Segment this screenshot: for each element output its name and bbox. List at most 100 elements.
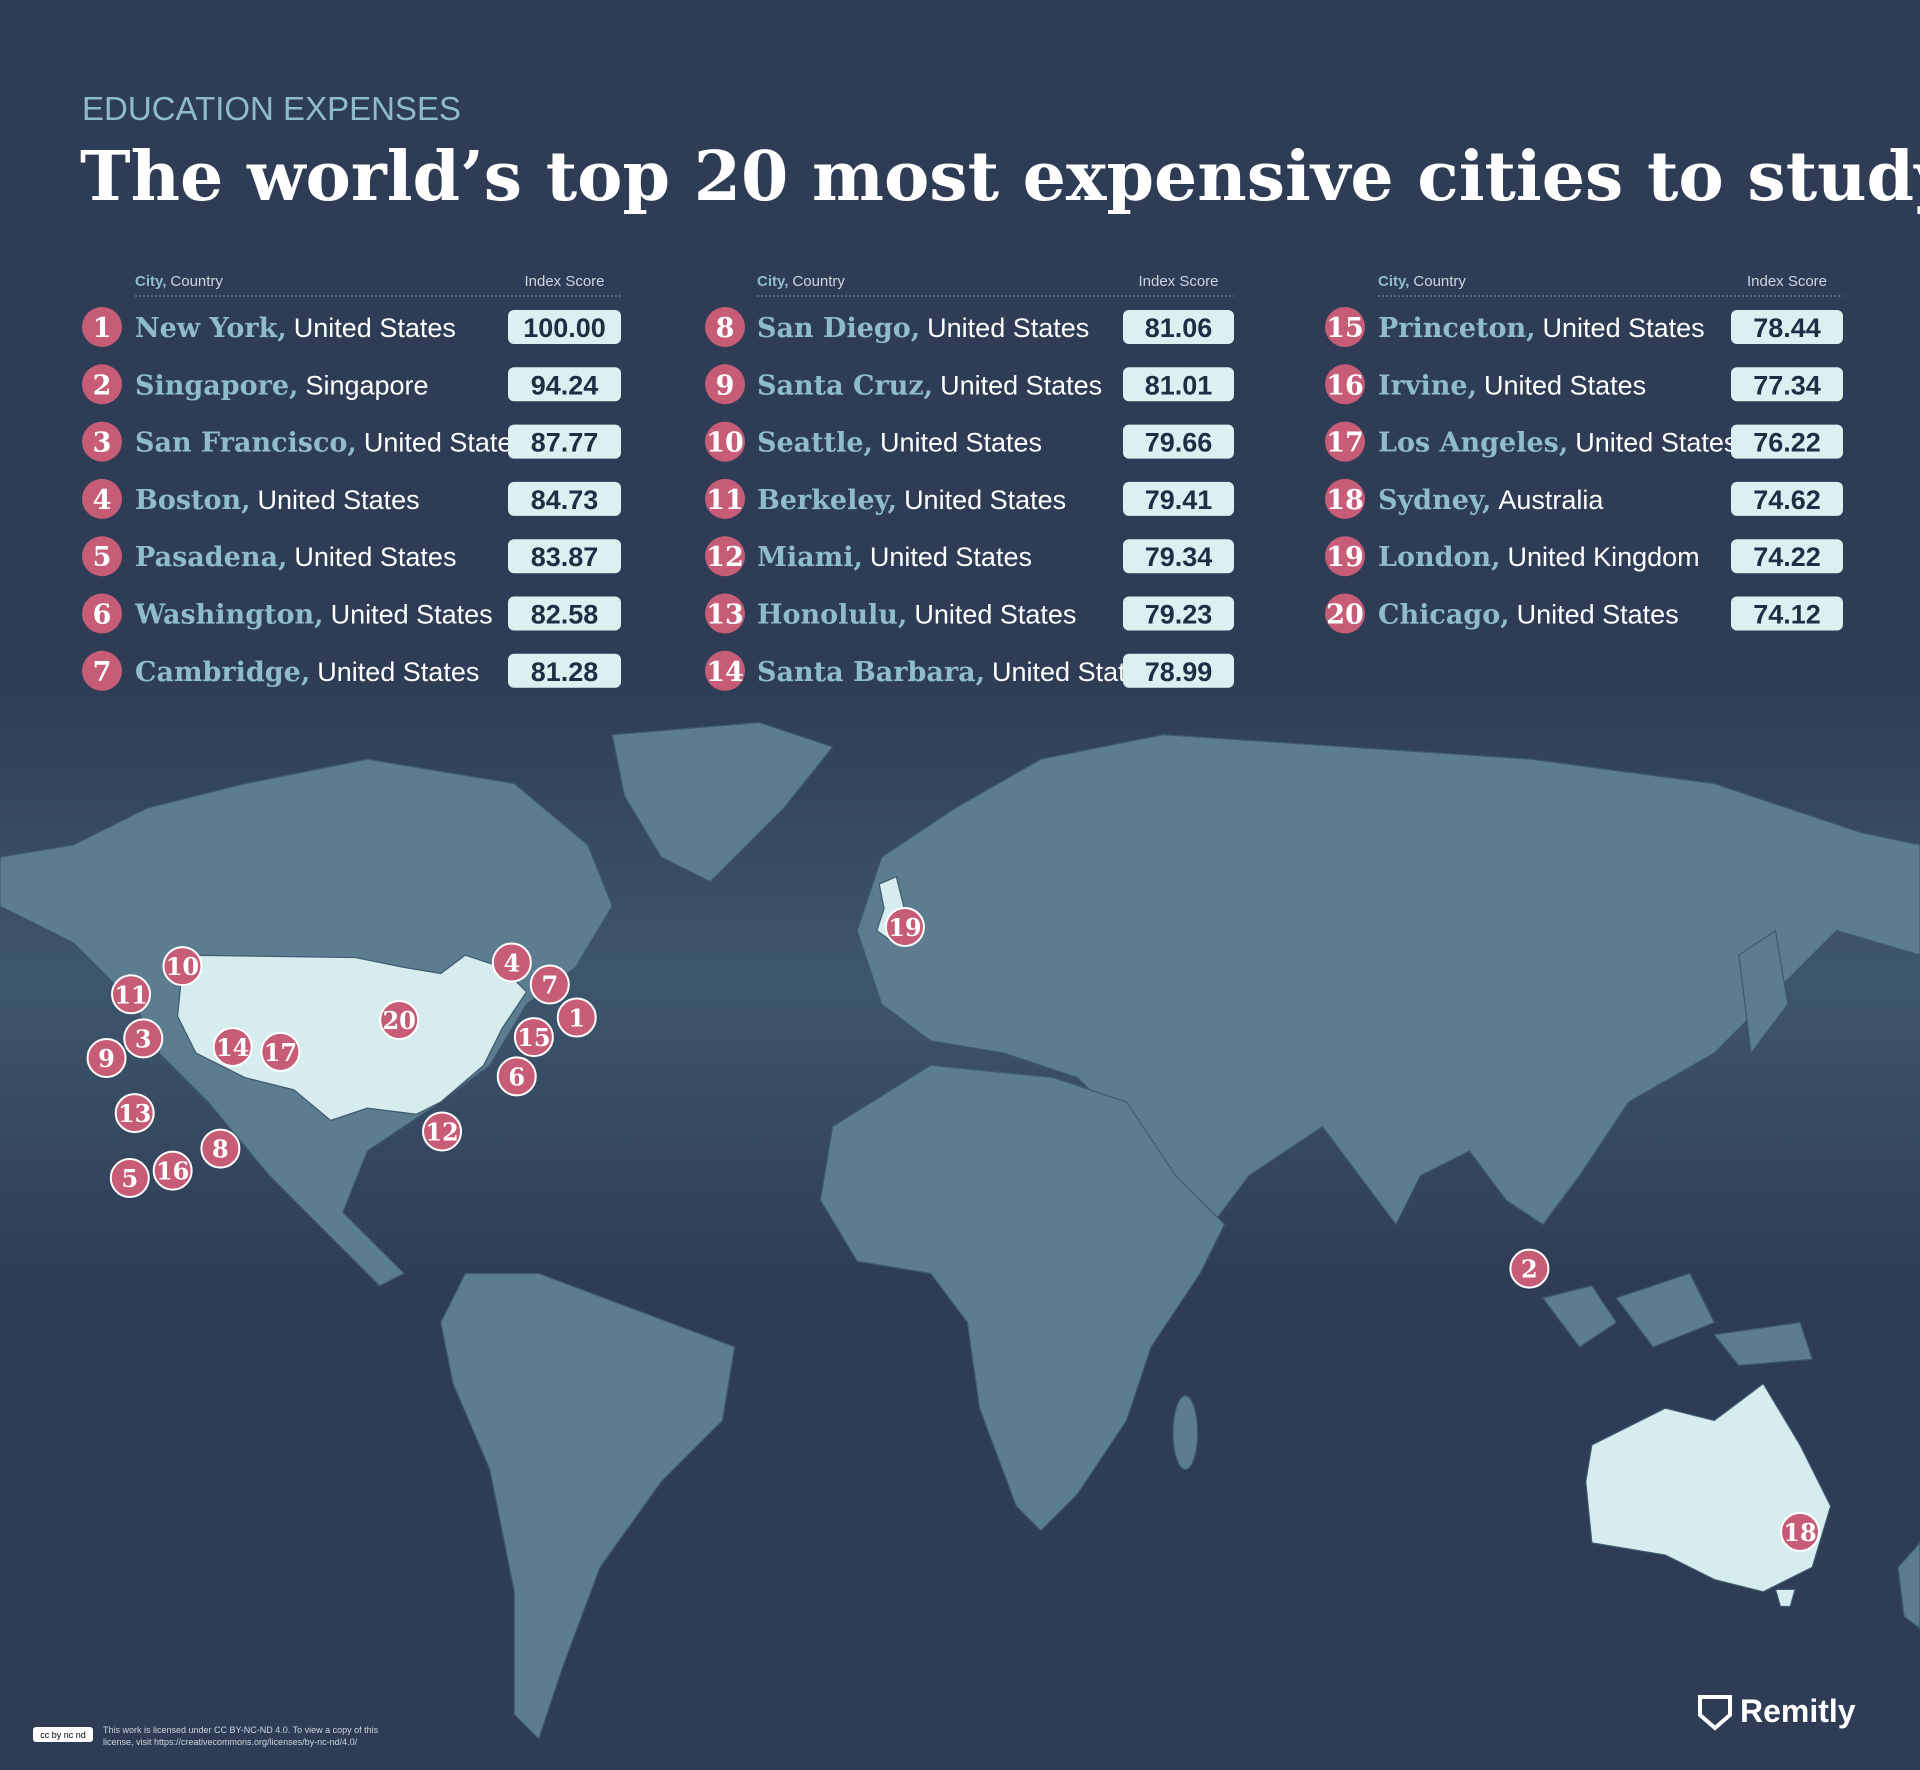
rank-badge bbox=[705, 536, 745, 577]
score: 78.99 bbox=[1145, 657, 1213, 687]
score: 84.73 bbox=[531, 485, 599, 515]
rank: 4 bbox=[93, 485, 112, 516]
city: London, bbox=[1378, 542, 1501, 573]
license-text: This work is licensed under CC BY-NC-ND … bbox=[103, 1725, 379, 1735]
country: United States bbox=[927, 313, 1089, 343]
table-row: 15 Princeton, United States 78.44 bbox=[1325, 307, 1843, 347]
score-box bbox=[508, 367, 621, 402]
rank: 2 bbox=[93, 370, 112, 401]
map-marker-label: 20 bbox=[382, 1006, 415, 1035]
city-country: New York, United States bbox=[135, 313, 456, 344]
rank: 14 bbox=[706, 657, 744, 688]
city: Irvine, bbox=[1378, 370, 1477, 401]
score-box bbox=[508, 481, 621, 516]
city: Sydney, bbox=[1378, 485, 1491, 516]
score-box bbox=[508, 596, 621, 631]
city: Los Angeles, bbox=[1378, 428, 1568, 459]
table-row: 20 Chicago, United States 74.12 bbox=[1325, 593, 1843, 634]
score: 83.87 bbox=[531, 542, 599, 572]
score-box bbox=[508, 310, 621, 344]
rank-badge bbox=[1325, 536, 1365, 577]
rank: 20 bbox=[1326, 600, 1364, 631]
map-marker-label: 14 bbox=[216, 1033, 249, 1062]
city: San Francisco, bbox=[135, 428, 357, 459]
license-text: license, visit https://creativecommons.o… bbox=[103, 1737, 358, 1747]
country: United States bbox=[1517, 600, 1679, 630]
city: Singapore, bbox=[135, 370, 298, 401]
rank-badge bbox=[705, 650, 745, 691]
rank-badge bbox=[1325, 307, 1365, 347]
table-row: 2 Singapore, Singapore 94.24 bbox=[82, 364, 621, 405]
city-country: San Francisco, United States bbox=[135, 428, 526, 459]
city: Berkeley, bbox=[757, 485, 897, 516]
city: Santa Cruz, bbox=[757, 370, 933, 401]
se-asia-islands bbox=[1541, 929, 1814, 1366]
score-box bbox=[1123, 653, 1234, 688]
kicker: EDUCATION EXPENSES bbox=[82, 90, 461, 127]
map-marker-label: 1 bbox=[568, 1004, 585, 1033]
city-country: Seattle, United States bbox=[757, 428, 1042, 459]
score-box bbox=[1731, 481, 1843, 516]
map-marker bbox=[556, 997, 597, 1038]
score: 79.41 bbox=[1145, 485, 1213, 515]
rank: 7 bbox=[93, 657, 112, 688]
city: Washington, bbox=[134, 600, 324, 631]
score-box bbox=[508, 424, 621, 459]
table-row: 12 Miami, United States 79.34 bbox=[705, 536, 1234, 577]
city: Pasadena, bbox=[135, 542, 287, 573]
city-country: London, United Kingdom bbox=[1378, 542, 1700, 573]
column-header-score: Index Score bbox=[524, 273, 604, 290]
map-marker-label: 6 bbox=[508, 1062, 525, 1091]
rank-badge bbox=[1325, 593, 1365, 634]
map-marker-label: 13 bbox=[118, 1099, 151, 1128]
table-row: 4 Boston, United States 84.73 bbox=[82, 478, 621, 519]
rank-badge bbox=[1325, 364, 1365, 405]
rank-badge bbox=[1325, 478, 1365, 519]
title: The world’s top 20 most expensive cities… bbox=[80, 137, 1920, 217]
logo-icon bbox=[1698, 1695, 1732, 1731]
score: 79.66 bbox=[1145, 428, 1213, 458]
map-marker bbox=[162, 946, 203, 987]
map-marker bbox=[513, 1017, 554, 1058]
score: 74.62 bbox=[1753, 485, 1821, 515]
city-country: Miami, United States bbox=[757, 542, 1032, 573]
country: United States bbox=[880, 428, 1042, 458]
map-marker bbox=[1509, 1248, 1550, 1289]
rank-badge bbox=[705, 307, 745, 347]
score-box bbox=[508, 653, 621, 688]
map-marker bbox=[1780, 1511, 1821, 1552]
rank-badge bbox=[82, 307, 122, 347]
world-map bbox=[0, 721, 1920, 1740]
score: 81.01 bbox=[1145, 370, 1213, 400]
table-row: 6 Washington, United States 82.58 bbox=[82, 593, 621, 634]
city-country: San Diego, United States bbox=[757, 313, 1089, 344]
city: Honolulu, bbox=[757, 600, 907, 631]
rank-badge bbox=[705, 478, 745, 519]
rank-badge bbox=[82, 478, 122, 519]
map-marker bbox=[200, 1128, 241, 1169]
score-box bbox=[1123, 367, 1234, 402]
city: Princeton, bbox=[1378, 313, 1536, 344]
country: United States bbox=[258, 485, 420, 515]
map-marker-label: 7 bbox=[541, 970, 558, 999]
city-country: Los Angeles, United States bbox=[1378, 428, 1737, 459]
country: Australia bbox=[1498, 485, 1604, 515]
rank: 11 bbox=[706, 485, 744, 516]
country: United States bbox=[294, 313, 456, 343]
rank: 12 bbox=[706, 542, 744, 573]
rank: 10 bbox=[706, 428, 744, 459]
country: United States bbox=[1484, 370, 1646, 400]
table-row: 3 San Francisco, United States 87.77 bbox=[82, 421, 621, 462]
rank: 13 bbox=[706, 600, 744, 631]
score: 78.44 bbox=[1753, 313, 1821, 343]
score: 82.58 bbox=[531, 600, 599, 630]
map-marker-label: 4 bbox=[503, 948, 520, 977]
map-marker-label: 16 bbox=[156, 1157, 189, 1186]
rank-badge bbox=[705, 421, 745, 462]
country: United States bbox=[870, 542, 1032, 572]
map-marker bbox=[111, 974, 152, 1015]
city-country: Honolulu, United States bbox=[757, 600, 1076, 631]
